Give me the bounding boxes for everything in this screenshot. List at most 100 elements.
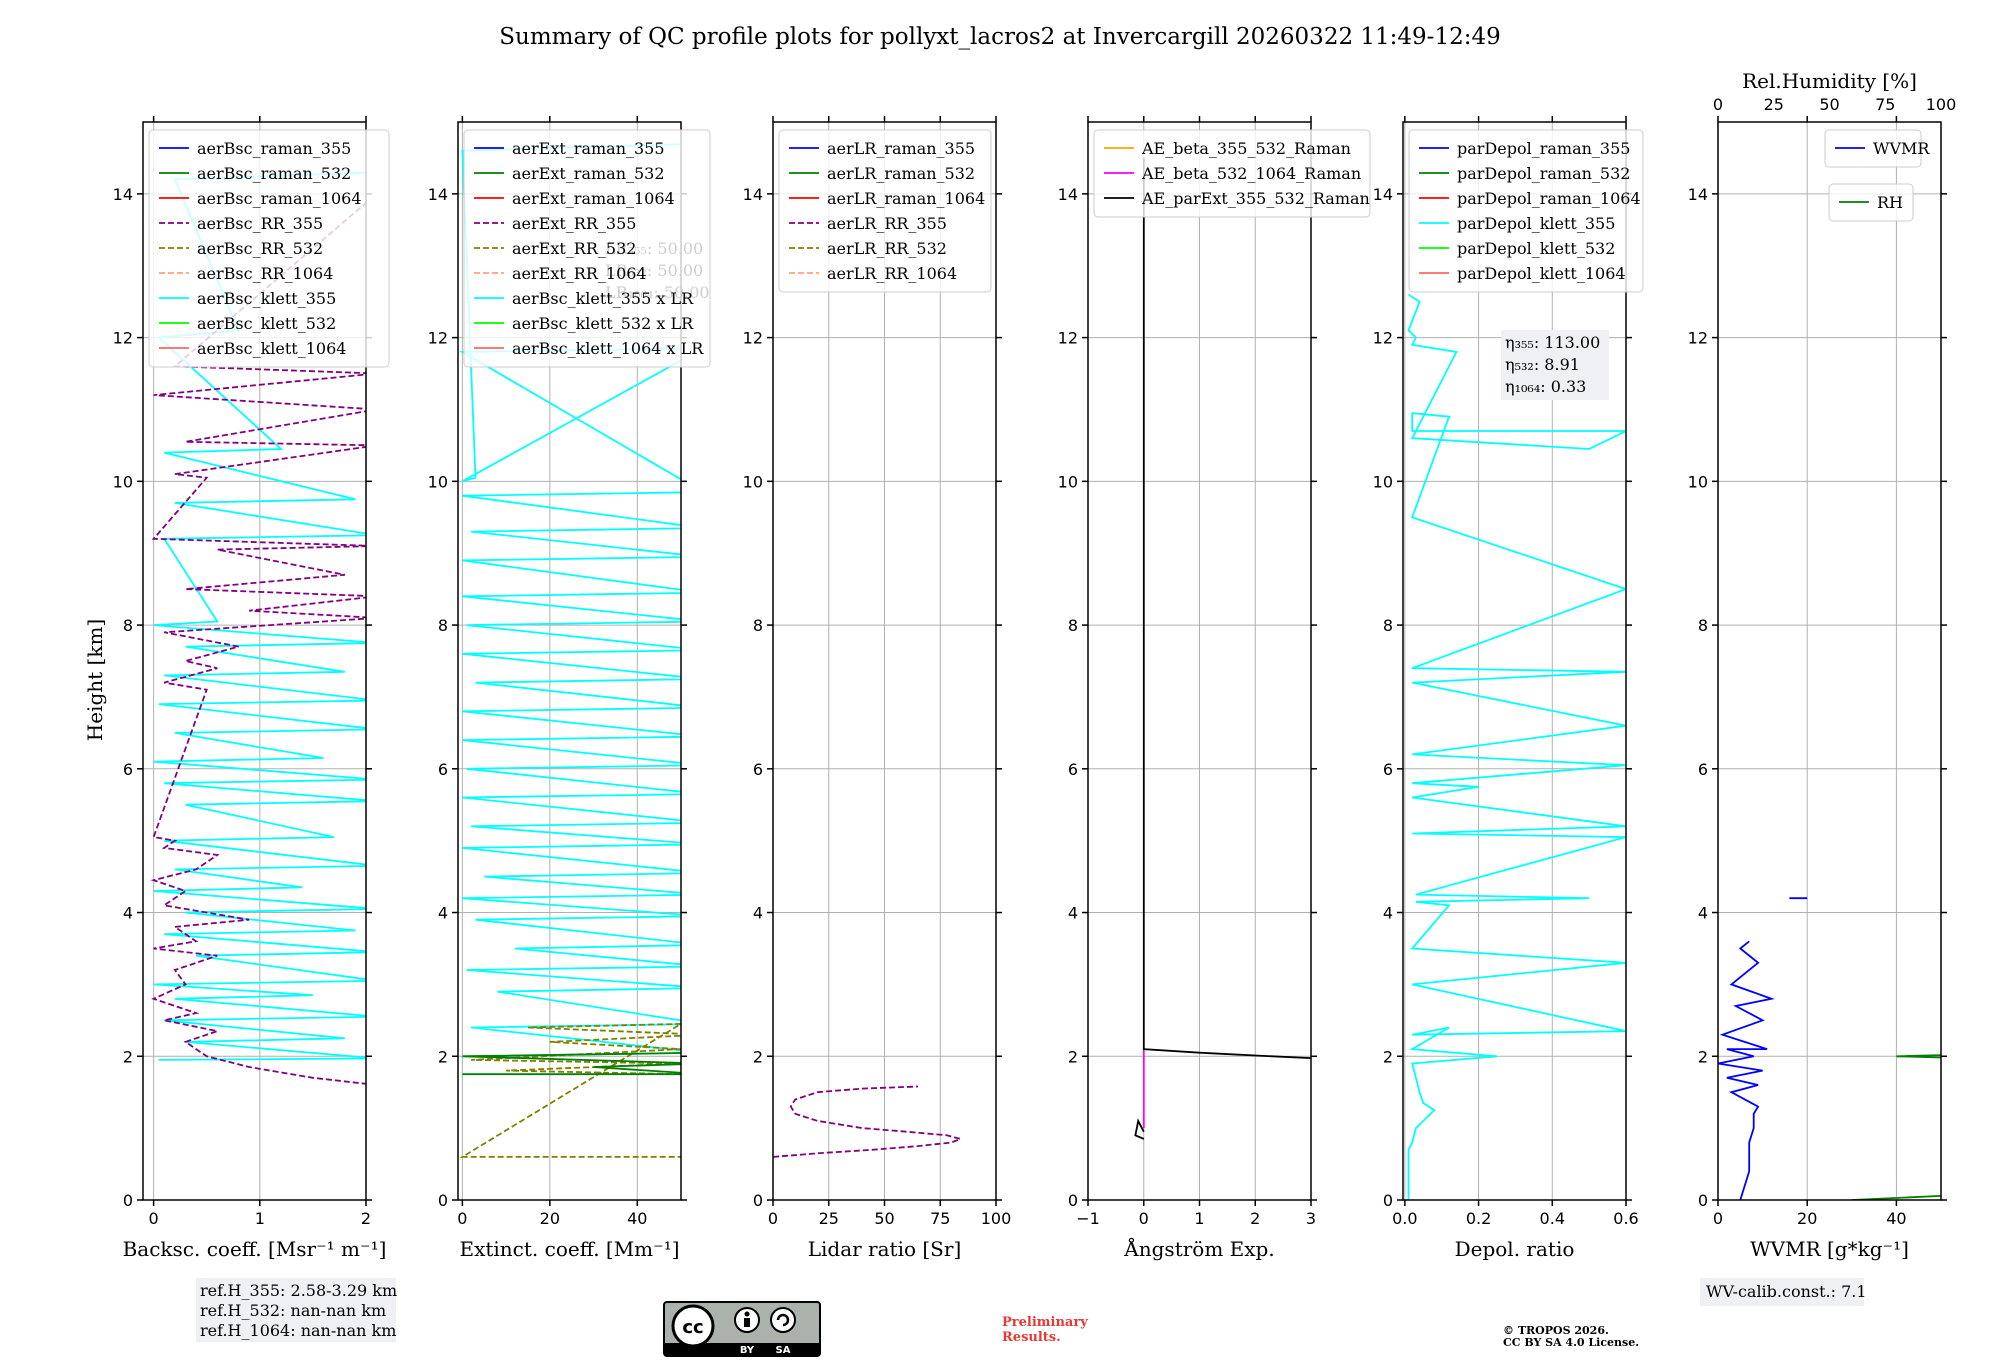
series-aerBsc_RR_355 <box>150 201 366 1085</box>
series-group <box>773 1085 964 1158</box>
legend: AE_beta_355_532_Raman AE_beta_532_1064_Ra… <box>1093 129 1371 218</box>
legend: WVMR <box>1824 129 1930 168</box>
legend-label: parDepol_klett_355 <box>1457 214 1615 233</box>
y-tick-label: 0 <box>438 1191 448 1210</box>
legend: aerLR_raman_355 aerLR_raman_532 aerLR_rama… <box>778 129 992 293</box>
x-tick-label: 0 <box>149 1209 159 1228</box>
y-tick-label: 12 <box>1058 329 1078 348</box>
y-tick-label: 8 <box>1698 616 1708 635</box>
cc-icon <box>671 1304 715 1348</box>
top-tick-label: 75 <box>1875 95 1895 114</box>
x-axis-label: Extinct. coeff. [Mm⁻¹] <box>459 1237 679 1261</box>
y-tick-label: 4 <box>753 904 763 923</box>
x-tick-label: 1 <box>1194 1209 1204 1228</box>
x-axis-label: Lidar ratio [Sr] <box>808 1237 962 1261</box>
top-tick-label: 0 <box>1713 95 1723 114</box>
y-tick-label: 6 <box>1698 760 1708 779</box>
x-tick-label: 50 <box>874 1209 894 1228</box>
panel-ext: LR₃₅₅: 50.00LR₅₃₂: 50.00LR₁₀₆₄: 50.00020… <box>428 116 711 1261</box>
y-tick-label: 10 <box>1058 472 1078 491</box>
legend-label: aerLR_raman_1064 <box>827 189 985 208</box>
x-tick-label: 0.0 <box>1392 1209 1417 1228</box>
legend-secondary-frame <box>1828 183 1914 222</box>
legend-label: aerExt_raman_532 <box>512 164 665 183</box>
series-aerLR_RR_355 <box>773 1085 964 1158</box>
y-tick-label: 8 <box>1383 616 1393 635</box>
panel-depol: η₃₅₅: 113.00 η₅₃₂: 8.91 η₁₀₆₄: 0.33 0.0 0.2 0… <box>1373 116 1644 1261</box>
y-tick-label: 14 <box>113 185 133 204</box>
y-tick-label: 12 <box>428 329 448 348</box>
panel-wv: 0 20 40 0 2 4 6 8 10 12 14 WVMR [g*kg⁻¹] 0 25 50 75 100 R… <box>1688 69 1957 1261</box>
legend-label: AE_parExt_355_532_Raman <box>1141 189 1370 208</box>
y-tick-label: 2 <box>1698 1047 1708 1066</box>
ref-h-532: ref.H_532: nan-nan km <box>200 1301 386 1320</box>
y-tick-label: 12 <box>1373 329 1393 348</box>
legend-label: AE_beta_355_532_Raman <box>1141 139 1351 158</box>
x-tick-label: 0 <box>1139 1209 1149 1228</box>
y-tick-label: 4 <box>438 904 448 923</box>
x-tick-label: 3 <box>1306 1209 1316 1228</box>
legend-label: aerExt_RR_355 <box>512 214 636 233</box>
legend-label: parDepol_raman_1064 <box>1457 189 1641 208</box>
series-WVMR <box>1718 940 1775 1200</box>
y-tick-label: 2 <box>1068 1047 1078 1066</box>
x-axis-label: Backsc. coeff. [Msr⁻¹ m⁻¹] <box>123 1237 387 1261</box>
tick-marks <box>1397 116 1632 1206</box>
legend-frame <box>778 129 992 293</box>
series-aerExt_raman_532 <box>462 1052 681 1076</box>
legend: parDepol_raman_355 parDepol_raman_532 parD… <box>1408 129 1644 293</box>
sa-share-icon <box>770 1307 796 1333</box>
legend-label: aerBsc_raman_1064 <box>197 189 362 208</box>
wv-calib-text: WV-calib.const.: 7.1 <box>1706 1282 1867 1301</box>
sa-label: SA <box>776 1345 791 1356</box>
series-AE_parExt_355_532_Raman_low <box>1134 1118 1145 1140</box>
y-tick-label: 8 <box>123 616 133 635</box>
series-group <box>1718 897 1941 1200</box>
x-tick-label: 0.4 <box>1540 1209 1565 1228</box>
x-axis-label: WVMR [g*kg⁻¹] <box>1750 1237 1909 1261</box>
series-group <box>459 143 681 1158</box>
legend-label: WVMR <box>1873 139 1930 158</box>
legend-label: aerLR_RR_532 <box>827 239 947 258</box>
axes-frame <box>1717 121 1942 1201</box>
y-tick-label: 2 <box>123 1047 133 1066</box>
x-tick-label: 0 <box>1713 1209 1723 1228</box>
legend-label: aerBsc_raman_532 <box>197 164 351 183</box>
x-tick-label: 75 <box>930 1209 950 1228</box>
axes-frame <box>1402 121 1627 1201</box>
legend-label: AE_beta_532_1064_Raman <box>1141 164 1361 183</box>
top-tick-label: 25 <box>1764 95 1784 114</box>
legend-label: aerBsc_klett_1064 <box>197 339 346 358</box>
tick-marks <box>1712 116 1947 1206</box>
legend-label: aerExt_raman_355 <box>512 139 665 158</box>
y-tick-label: 4 <box>1068 904 1078 923</box>
x-tick-label: 0.6 <box>1613 1209 1638 1228</box>
x-tick-label: 40 <box>1886 1209 1906 1228</box>
y-tick-label: 0 <box>753 1191 763 1210</box>
ref-h-1064: ref.H_1064: nan-nan km <box>200 1321 396 1340</box>
legend-label: aerBsc_klett_532 x LR <box>512 314 694 333</box>
ref-height-box: ref.H_355: 2.58-3.29 km ref.H_532: nan-n… <box>196 1278 397 1342</box>
legend-label: aerBsc_klett_1064 x LR <box>512 339 704 358</box>
y-tick-label: 0 <box>1068 1191 1078 1210</box>
preliminary-line-2: Results. <box>1002 1330 1061 1345</box>
legend-label: aerBsc_RR_355 <box>197 214 323 233</box>
tick-marks <box>137 116 372 1206</box>
tick-marks <box>1082 116 1317 1206</box>
legend-frame <box>1824 129 1922 168</box>
x-tick-label: −1 <box>1076 1209 1100 1228</box>
legend-label: aerBsc_klett_355 <box>197 289 336 308</box>
top-tick-label: 100 <box>1926 95 1957 114</box>
legend-frame <box>1408 129 1644 293</box>
legend-label: parDepol_raman_532 <box>1457 164 1630 183</box>
legend-secondary: RH <box>1828 183 1914 222</box>
y-tick-label: 12 <box>113 329 133 348</box>
y-tick-label: 0 <box>123 1191 133 1210</box>
series-AE_parExt_355_532_Raman <box>1142 157 1311 1060</box>
y-tick-label: 10 <box>1373 472 1393 491</box>
x-tick-label: 100 <box>981 1209 1012 1228</box>
gridlines <box>1087 122 1312 1201</box>
legend-frame <box>463 129 711 368</box>
copyright-line-2: CC BY SA 4.0 License. <box>1503 1336 1639 1349</box>
